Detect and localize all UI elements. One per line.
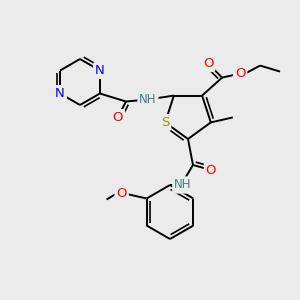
Text: NH: NH xyxy=(174,178,192,191)
Text: S: S xyxy=(161,116,170,129)
Text: NH: NH xyxy=(174,178,192,191)
Text: N: N xyxy=(95,64,105,77)
Text: N: N xyxy=(55,87,65,100)
Text: O: O xyxy=(116,187,127,200)
Text: O: O xyxy=(206,164,216,176)
Text: O: O xyxy=(203,57,213,70)
Text: O: O xyxy=(235,67,245,80)
Text: NH: NH xyxy=(139,93,157,106)
Text: O: O xyxy=(113,111,123,124)
Text: NH: NH xyxy=(174,178,192,191)
